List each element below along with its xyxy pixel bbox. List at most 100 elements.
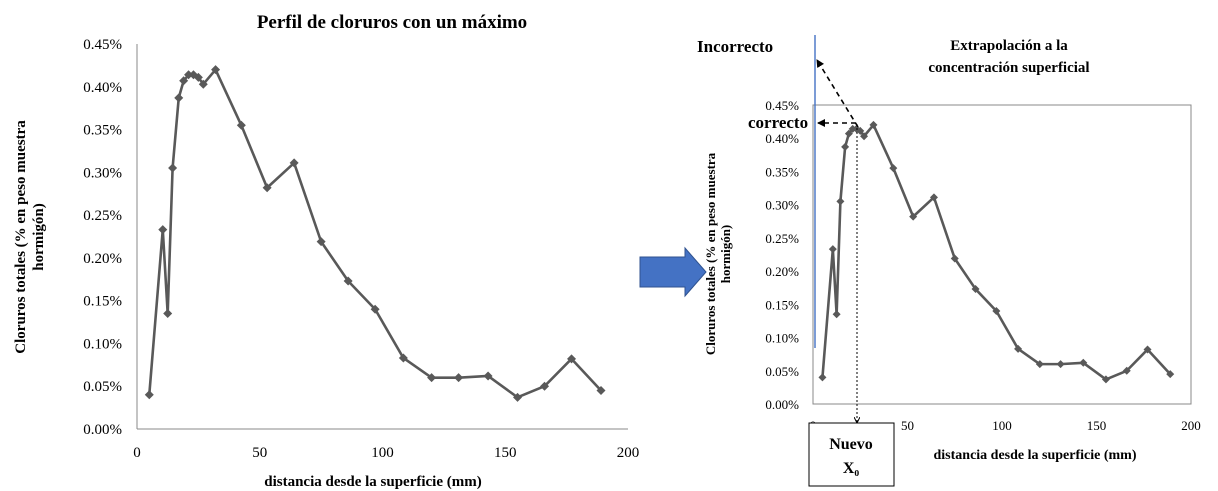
right-x-tick-label: 150 bbox=[1087, 418, 1107, 433]
left-data-point bbox=[144, 390, 154, 400]
right-x-tick-label: 200 bbox=[1181, 418, 1201, 433]
left-data-point bbox=[398, 353, 408, 363]
left-data-point bbox=[289, 158, 299, 168]
right-data-point bbox=[1056, 360, 1065, 369]
right-y-tick-label: 0.35% bbox=[765, 164, 799, 179]
left-x-tick-label: 200 bbox=[617, 445, 640, 461]
left-data-point bbox=[174, 93, 184, 103]
left-chart: Perfil de cloruros con un máximo 0.00%0.… bbox=[13, 12, 639, 490]
left-series bbox=[144, 65, 606, 402]
new-origin-box bbox=[808, 422, 895, 487]
left-y-tick-label: 0.45% bbox=[83, 37, 122, 53]
right-y-tick-label: 0.25% bbox=[765, 231, 799, 246]
left-x-tick-label: 50 bbox=[252, 445, 267, 461]
annotation-incorrecto: Incorrecto bbox=[697, 37, 773, 56]
left-y-tick-label: 0.05% bbox=[83, 379, 122, 395]
left-series-line bbox=[147, 68, 602, 399]
right-y-axis-label-line2: hormigón) bbox=[718, 225, 733, 284]
left-y-tick-label: 0.10% bbox=[83, 336, 122, 352]
left-data-point bbox=[193, 72, 203, 82]
right-x-tick-label: 50 bbox=[901, 418, 914, 433]
right-data-point bbox=[836, 197, 845, 206]
right-data-point bbox=[1035, 360, 1044, 369]
left-data-point bbox=[567, 354, 577, 364]
right-y-tick-label: 0.40% bbox=[765, 131, 799, 146]
right-data-point bbox=[1143, 345, 1152, 354]
right-data-point bbox=[929, 193, 938, 202]
right-data-point bbox=[860, 132, 869, 141]
left-data-point bbox=[454, 373, 464, 383]
right-data-point bbox=[1122, 366, 1131, 375]
right-data-point bbox=[869, 120, 878, 129]
incorrect-extrapolation-arrow bbox=[816, 59, 859, 128]
right-data-point bbox=[841, 142, 850, 151]
right-data-point bbox=[1101, 375, 1110, 384]
right-data-point bbox=[909, 212, 918, 221]
left-chart-title: Perfil de cloruros con un máximo bbox=[257, 12, 527, 33]
left-data-point bbox=[262, 183, 272, 193]
right-y-tick-label: 0.00% bbox=[765, 397, 799, 412]
left-x-tick-label: 0 bbox=[133, 445, 141, 461]
left-data-point bbox=[198, 79, 208, 89]
right-chart-title-line2: concentración superficial bbox=[928, 60, 1089, 76]
left-data-point bbox=[168, 163, 178, 173]
left-y-tick-label: 0.40% bbox=[83, 80, 122, 96]
right-x-axis-label: distancia desde la superficie (mm) bbox=[934, 448, 1137, 463]
left-x-tick-label: 100 bbox=[371, 445, 394, 461]
right-plot-area bbox=[812, 104, 1192, 405]
right-data-point bbox=[950, 254, 959, 263]
right-x-tick-label: 100 bbox=[992, 418, 1012, 433]
left-data-point bbox=[163, 309, 173, 318]
right-data-point bbox=[832, 310, 841, 319]
left-y-tick-label: 0.15% bbox=[83, 294, 122, 310]
right-y-tick-label: 0.30% bbox=[765, 198, 799, 213]
right-data-point bbox=[828, 245, 837, 254]
left-data-point bbox=[211, 65, 221, 75]
transition-arrow-icon bbox=[639, 246, 707, 298]
right-data-point bbox=[1079, 358, 1088, 367]
left-y-axis-label-line1: Cloruros totales (% en peso muestra bbox=[13, 120, 29, 354]
left-y-tick-labels: 0.00% 0.05% 0.10% 0.15% 0.20% 0.25% 0.30% 0.35%… bbox=[83, 37, 122, 438]
left-data-point bbox=[236, 120, 246, 130]
right-chart-title-line1: Extrapolación a la bbox=[950, 38, 1068, 54]
left-data-point bbox=[596, 386, 606, 395]
new-origin-label-line2: X₀ bbox=[843, 460, 860, 477]
right-y-tick-label: 0.15% bbox=[765, 297, 799, 312]
right-data-point bbox=[971, 285, 980, 294]
left-x-axis-label: distancia desde la superficie (mm) bbox=[264, 474, 481, 490]
left-data-point bbox=[513, 392, 523, 402]
right-series bbox=[818, 120, 1175, 384]
right-data-point bbox=[1014, 344, 1023, 353]
right-series-line bbox=[821, 123, 1172, 381]
left-data-point bbox=[343, 276, 353, 286]
right-data-point bbox=[856, 126, 865, 135]
right-y-tick-label: 0.10% bbox=[765, 331, 799, 346]
right-data-point bbox=[992, 306, 1001, 315]
right-y-tick-label: 0.20% bbox=[765, 264, 799, 279]
left-y-axis-label-line2: hormigón) bbox=[31, 203, 47, 271]
left-x-tick-label: 150 bbox=[494, 445, 517, 461]
left-data-point bbox=[370, 304, 380, 314]
left-data-point bbox=[158, 225, 168, 235]
right-data-point bbox=[1166, 370, 1175, 379]
right-y-tick-label: 0.05% bbox=[765, 364, 799, 379]
left-data-point bbox=[316, 237, 326, 247]
right-y-axis-label-line1: Cloruros totales (% en peso muestra bbox=[703, 152, 718, 355]
left-data-point bbox=[483, 371, 493, 381]
left-y-tick-label: 0.20% bbox=[83, 251, 122, 267]
right-data-point bbox=[844, 129, 853, 138]
left-y-tick-label: 0.30% bbox=[83, 165, 122, 181]
right-data-point bbox=[889, 164, 898, 173]
left-y-tick-label: 0.25% bbox=[83, 208, 122, 224]
right-y-tick-labels: 0.00% 0.05% 0.10% 0.15% 0.20% 0.25% 0.30% 0.35%… bbox=[765, 98, 799, 412]
left-y-tick-label: 0.35% bbox=[83, 123, 122, 139]
right-data-point bbox=[818, 373, 827, 382]
right-chart: Extrapolación a la concentración superfi… bbox=[697, 35, 1201, 487]
left-data-point bbox=[540, 381, 550, 391]
left-data-point bbox=[184, 70, 194, 80]
left-y-tick-label: 0.00% bbox=[83, 422, 122, 438]
left-data-point bbox=[179, 76, 189, 86]
new-origin-label-line1: Nuevo bbox=[829, 436, 873, 453]
left-data-point bbox=[427, 373, 437, 383]
